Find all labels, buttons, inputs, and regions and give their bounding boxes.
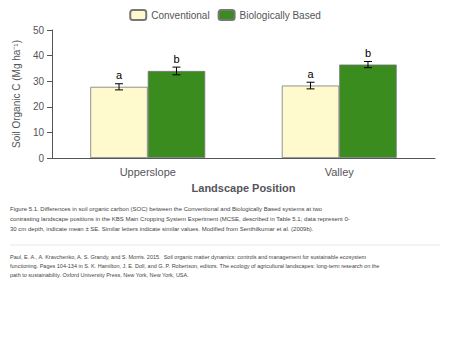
svg-text:functioning. Pages 104-134 in: functioning. Pages 104-134 in S. K. Hami… — [10, 263, 379, 269]
svg-text:0: 0 — [38, 153, 44, 164]
svg-text:Soil Organic C (Mg ha⁻¹): Soil Organic C (Mg ha⁻¹) — [11, 40, 22, 148]
svg-text:Conventional: Conventional — [151, 10, 209, 21]
svg-text:40: 40 — [33, 50, 45, 61]
svg-text:50: 50 — [33, 25, 45, 36]
svg-text:path to sustainability. Oxford: path to sustainability. Oxford Universit… — [10, 272, 189, 278]
svg-text:Biologically Based: Biologically Based — [240, 10, 321, 21]
svg-text:Paul, E. A., A. Kravchenko, A.: Paul, E. A., A. Kravchenko, A. S. Grandy… — [10, 254, 366, 260]
svg-text:contrasting landscape position: contrasting landscape positions in the K… — [10, 216, 350, 222]
svg-text:a: a — [307, 68, 314, 80]
svg-text:b: b — [173, 53, 179, 65]
svg-text:Upperslope: Upperslope — [120, 166, 176, 178]
svg-text:30 cm depth, indicate mean ± S: 30 cm depth, indicate mean ± SE. Similar… — [10, 226, 314, 232]
svg-text:Valley: Valley — [325, 166, 355, 178]
svg-text:b: b — [365, 47, 371, 59]
svg-text:Landscape Position: Landscape Position — [192, 182, 296, 194]
svg-text:30: 30 — [33, 76, 45, 87]
svg-text:Figure 5.1. Differences in soi: Figure 5.1. Differences in soil organic … — [10, 206, 323, 212]
svg-text:a: a — [116, 69, 123, 81]
svg-text:20: 20 — [33, 101, 45, 112]
svg-text:10: 10 — [33, 127, 45, 138]
